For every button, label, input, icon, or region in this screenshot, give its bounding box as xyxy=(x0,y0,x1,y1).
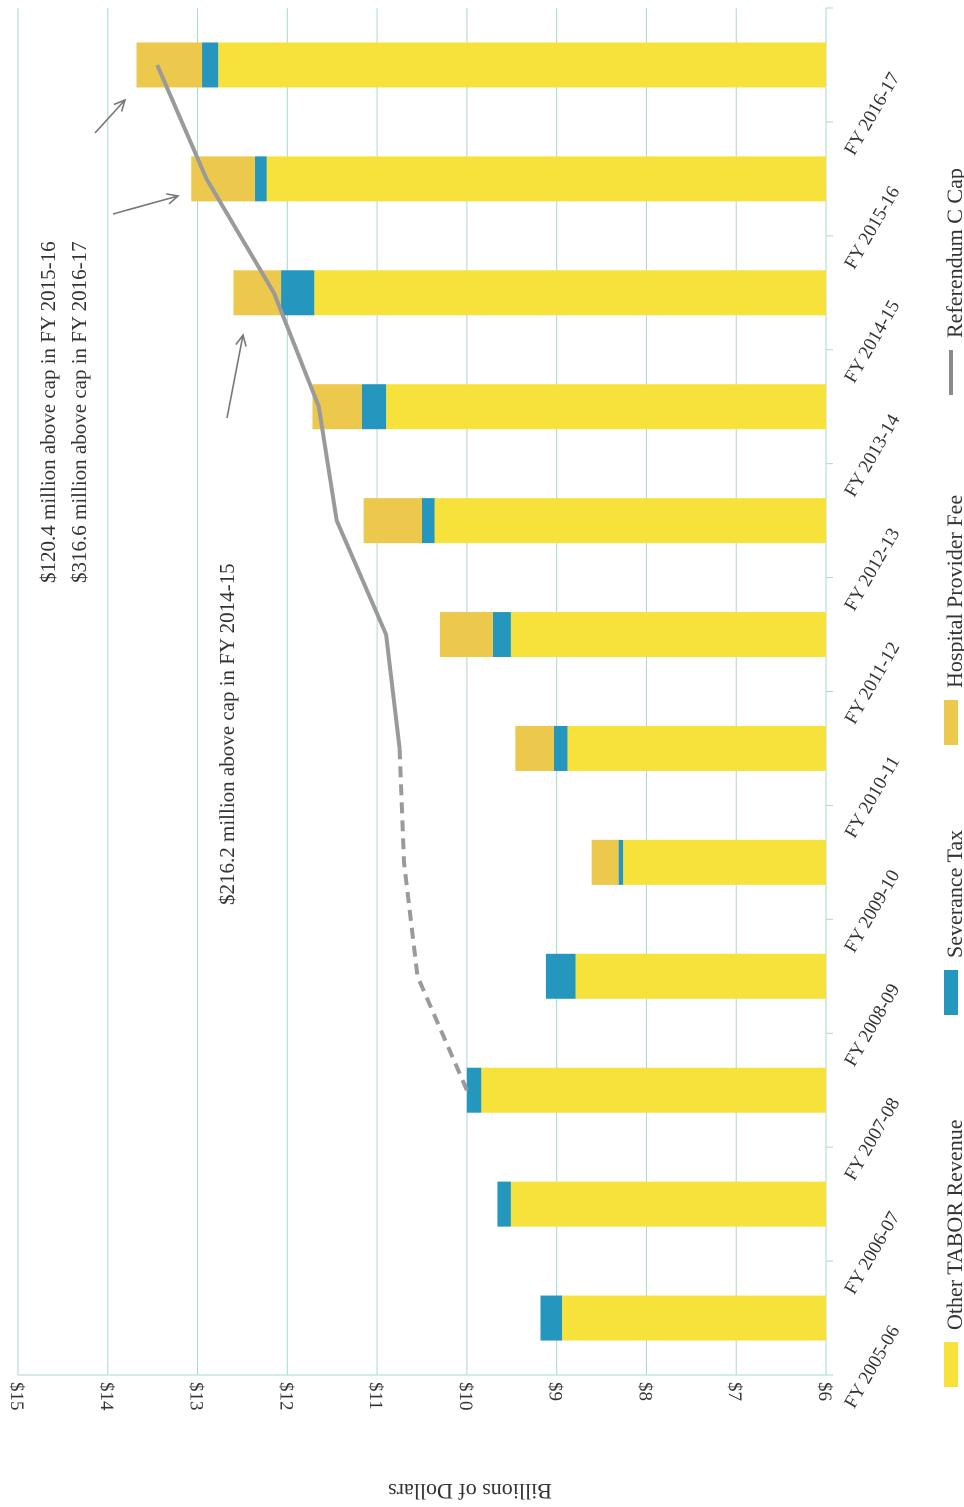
annotation-fy2014-15: $216.2 million above cap in FY 2014-15 xyxy=(215,563,239,905)
legend: Other TABOR Revenue Severance Tax Hospit… xyxy=(942,168,964,1387)
bar-other-tabor-fy-2013-14 xyxy=(386,384,826,430)
category-labels: FY 2005-06 FY 2006-07 FY 2007-08 FY 2008-09… xyxy=(840,69,904,1412)
cap-line-dashed xyxy=(397,748,469,1091)
value-axis-title: Billions of Dollars xyxy=(388,1479,552,1504)
tick-label: $8 xyxy=(634,1382,655,1401)
tick-label: $9 xyxy=(545,1382,566,1401)
legend-swatch-severance-tax xyxy=(944,970,958,1015)
category-label: FY 2014-15 xyxy=(840,297,904,387)
value-axis-ticks: $6 $7 $8 $9 $10 $11 $12 $13 $14 $15 xyxy=(6,1382,835,1411)
legend-label-hospital-provider-fee: Hospital Provider Fee xyxy=(942,495,964,688)
annotation-arrows xyxy=(94,98,247,419)
bar-severance-tax-fy-2013-14 xyxy=(361,384,387,430)
bar-severance-tax-fy-2007-08 xyxy=(466,1067,482,1113)
bar-other-tabor-fy-2014-15 xyxy=(314,270,826,316)
tick-label: $15 xyxy=(6,1382,27,1411)
category-label: FY 2015-16 xyxy=(840,183,904,273)
bar-other-tabor-fy-2016-17 xyxy=(218,42,826,88)
bar-other-tabor-fy-2005-06 xyxy=(562,1295,826,1341)
bar-other-tabor-fy-2008-09 xyxy=(575,953,826,999)
tick-label: $7 xyxy=(724,1382,745,1401)
bar-other-tabor-fy-2011-12 xyxy=(510,612,826,658)
bar-other-tabor-fy-2010-11 xyxy=(567,725,826,771)
annotation-arrow-1 xyxy=(94,98,127,134)
bar-severance-tax-fy-2008-09 xyxy=(545,953,576,999)
bar-other-tabor-fy-2006-07 xyxy=(510,1181,826,1227)
legend-swatch-hospital-provider-fee xyxy=(944,700,958,745)
annotation-fy2016-17: $316.6 million above cap in FY 2016-17 xyxy=(67,241,91,583)
category-label: FY 2013-14 xyxy=(840,410,904,500)
category-label: FY 2011-12 xyxy=(841,639,905,728)
category-label: FY 2016-17 xyxy=(840,69,904,159)
legend-swatch-other-tabor xyxy=(944,1342,958,1387)
bar-severance-tax-fy-2012-13 xyxy=(422,498,435,544)
category-label: FY 2006-07 xyxy=(840,1208,904,1298)
tick-label: $13 xyxy=(186,1382,207,1411)
category-label: FY 2005-06 xyxy=(840,1322,904,1412)
bar-severance-tax-fy-2005-06 xyxy=(540,1295,563,1341)
bars xyxy=(136,42,826,1341)
bar-severance-tax-fy-2015-16 xyxy=(255,156,267,202)
bar-severance-tax-fy-2014-15 xyxy=(281,270,315,316)
category-label: FY 2012-13 xyxy=(840,525,904,615)
bar-other-tabor-fy-2012-13 xyxy=(434,498,826,544)
legend-label-cap-line: Referendum C Cap xyxy=(942,168,964,338)
cap-line-solid xyxy=(155,64,402,749)
bar-hospital-provider-fee-fy-2012-13 xyxy=(363,498,422,544)
tick-label: $11 xyxy=(365,1382,386,1410)
bar-hospital-provider-fee-fy-2010-11 xyxy=(515,725,554,771)
category-label: FY 2008-09 xyxy=(840,980,904,1070)
bar-other-tabor-fy-2015-16 xyxy=(266,156,826,202)
bar-other-tabor-fy-2009-10 xyxy=(623,839,826,885)
annotation-fy2015-16: $120.4 million above cap in FY 2015-16 xyxy=(36,241,60,583)
bar-severance-tax-fy-2011-12 xyxy=(492,612,511,658)
annotation-arrow-2 xyxy=(112,193,180,215)
bar-severance-tax-fy-2009-10 xyxy=(618,839,624,885)
tick-label: $10 xyxy=(455,1382,476,1411)
bar-severance-tax-fy-2006-07 xyxy=(497,1181,511,1227)
category-label: FY 2009-10 xyxy=(840,866,904,956)
tick-label: $12 xyxy=(275,1382,296,1411)
category-label: FY 2010-11 xyxy=(841,752,905,841)
bar-severance-tax-fy-2016-17 xyxy=(202,42,219,88)
bar-hospital-provider-fee-fy-2009-10 xyxy=(591,839,619,885)
bar-severance-tax-fy-2010-11 xyxy=(553,725,568,771)
bar-other-tabor-fy-2007-08 xyxy=(481,1067,826,1113)
bar-hospital-provider-fee-fy-2011-12 xyxy=(439,612,493,658)
tick-label: $14 xyxy=(96,1382,117,1411)
annotation-arrow-3 xyxy=(226,333,247,419)
legend-label-severance-tax: Severance Tax xyxy=(942,830,964,958)
category-label: FY 2007-08 xyxy=(840,1094,904,1184)
legend-label-other-tabor: Other TABOR Revenue xyxy=(942,1120,964,1330)
bar-hospital-provider-fee-fy-2016-17 xyxy=(136,42,203,88)
tick-label: $6 xyxy=(814,1382,835,1401)
referendum-c-cap-line xyxy=(155,64,469,1091)
gridlines xyxy=(17,7,833,1376)
